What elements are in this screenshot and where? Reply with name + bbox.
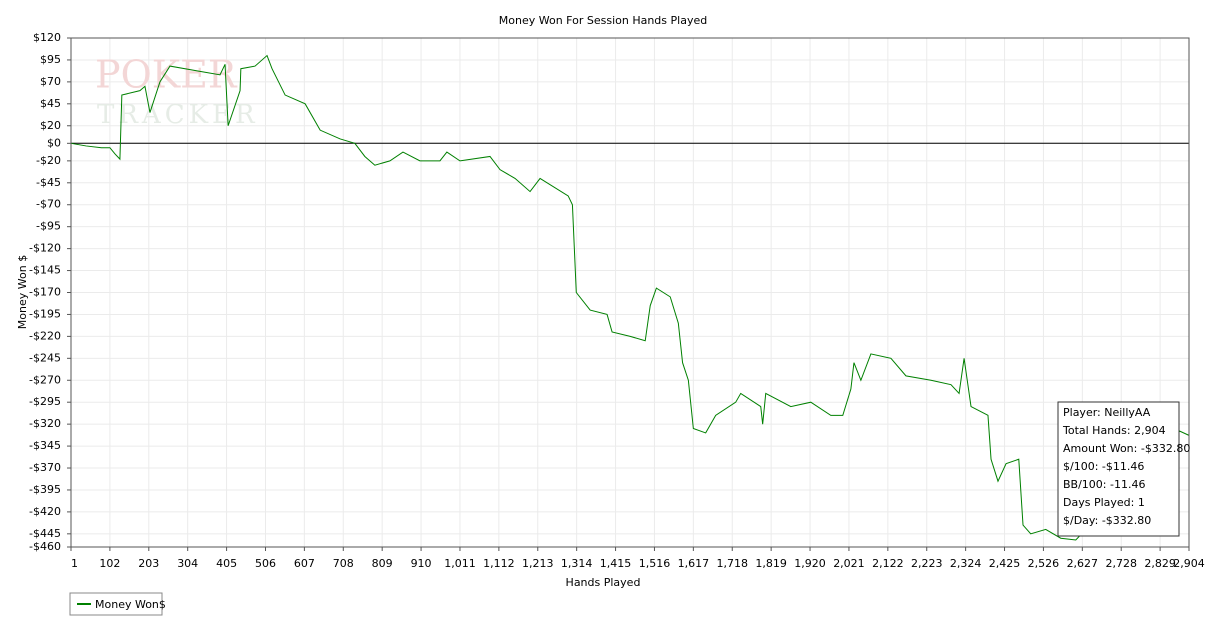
x-tick-label: 1,920: [794, 557, 826, 570]
y-tick-label: -$320: [29, 417, 61, 430]
y-tick-label: $0: [47, 136, 61, 149]
y-tick-label: -$420: [29, 505, 61, 518]
y-tick-label: $120: [33, 31, 61, 44]
y-tick-label: -$270: [29, 373, 61, 386]
x-tick-label: 1,819: [755, 557, 787, 570]
x-tick-label: 2,223: [911, 557, 943, 570]
y-tick-label: $95: [40, 53, 61, 66]
x-tick-label: 1,213: [522, 557, 554, 570]
legend-frame: [69, 592, 163, 616]
y-tick-label: -$145: [29, 264, 61, 277]
plot: [70, 54, 1190, 541]
watermark: POKER: [95, 53, 238, 97]
x-tick-label: 1: [71, 557, 78, 570]
y-tick-label: -$95: [36, 220, 61, 233]
y-tick-label: -$295: [29, 395, 61, 408]
legend-label: Money Won$: [95, 598, 166, 611]
x-tick-label: 2,021: [833, 557, 865, 570]
y-tick-label: $70: [40, 75, 61, 88]
x-tick-label: 708: [333, 557, 354, 570]
info-line: BB/100: -11.46: [1063, 478, 1145, 491]
y-tick-label: -$345: [29, 439, 61, 452]
x-tick-label: 102: [99, 557, 120, 570]
x-tick-label: 607: [294, 557, 315, 570]
x-tick-label: 2,904: [1173, 557, 1205, 570]
info-line: Total Hands: 2,904: [1062, 424, 1166, 437]
info-line: $/100: -$11.46: [1063, 460, 1144, 473]
y-tick-label: -$120: [29, 242, 61, 255]
x-tick-label: 2,526: [1028, 557, 1060, 570]
x-tick-label: 910: [411, 557, 432, 570]
x-tick-label: 506: [255, 557, 276, 570]
y-tick-label: -$370: [29, 461, 61, 474]
x-tick-label: 2,425: [989, 557, 1021, 570]
x-tick-label: 2,324: [950, 557, 982, 570]
info-box-frame: [1057, 401, 1180, 537]
info-line: $/Day: -$332.80: [1063, 514, 1151, 527]
y-tick-label: $20: [40, 119, 61, 132]
data-line: [70, 54, 1190, 541]
y-axis-label: Money Won $: [16, 255, 29, 329]
x-tick-label: 1,011: [444, 557, 476, 570]
y-tick-label: -$395: [29, 483, 61, 496]
x-tick-label: 203: [138, 557, 159, 570]
x-tick-label: 304: [177, 557, 198, 570]
y-tick-label: -$45: [36, 176, 61, 189]
x-tick-label: 2,829: [1144, 557, 1176, 570]
y-tick-label: -$220: [29, 329, 61, 342]
x-tick-label: 1,516: [639, 557, 671, 570]
y-tick-label: -$195: [29, 307, 61, 320]
x-tick-label: 1,617: [678, 557, 710, 570]
info-box: Player: NeillyAA Total Hands: 2,904 Amount…: [1057, 401, 1190, 537]
y-tick-label: -$170: [29, 286, 61, 299]
grid: [70, 37, 1190, 548]
info-line: Amount Won: -$332.80: [1063, 442, 1190, 455]
x-tick-label: 809: [372, 557, 393, 570]
x-tick-label: 2,627: [1067, 557, 1099, 570]
x-tick-label: 2,728: [1105, 557, 1137, 570]
x-tick-label: 405: [216, 557, 237, 570]
info-line: Player: NeillyAA: [1063, 406, 1151, 419]
x-tick-label: 2,122: [872, 557, 904, 570]
y-tick-label: -$460: [29, 540, 61, 553]
legend: Money Won$: [69, 592, 166, 616]
y-tick-label: -$70: [36, 198, 61, 211]
y-tick-label: -$20: [36, 154, 61, 167]
x-tick-label: 1,415: [600, 557, 632, 570]
y-tick-label: $45: [40, 97, 61, 110]
chart-title: Money Won For Session Hands Played: [499, 14, 707, 27]
x-tick-label: 1,112: [483, 557, 515, 570]
y-tick-label: -$445: [29, 527, 61, 540]
x-tick-label: 1,314: [561, 557, 593, 570]
x-axis-label: Hands Played: [566, 576, 641, 589]
x-tick-label: 1,718: [716, 557, 748, 570]
info-line: Days Played: 1: [1063, 496, 1145, 509]
y-tick-label: -$245: [29, 351, 61, 364]
